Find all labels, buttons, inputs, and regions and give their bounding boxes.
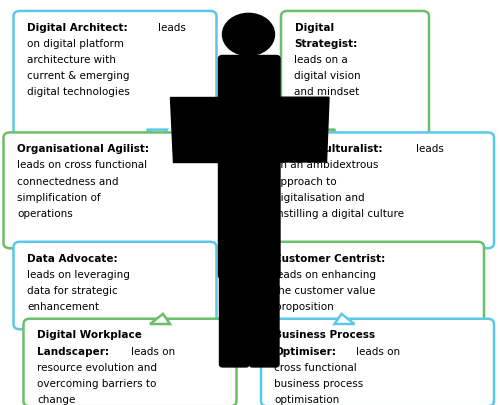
Polygon shape xyxy=(147,324,167,334)
FancyBboxPatch shape xyxy=(261,132,494,248)
Text: Digital: Digital xyxy=(294,23,334,33)
Text: approach to: approach to xyxy=(274,177,337,187)
Text: change: change xyxy=(37,395,76,405)
Text: digital vision: digital vision xyxy=(294,71,361,81)
Circle shape xyxy=(222,13,274,55)
Text: digital technologies: digital technologies xyxy=(27,87,130,98)
FancyBboxPatch shape xyxy=(24,319,236,405)
FancyBboxPatch shape xyxy=(218,55,280,279)
Text: proposition: proposition xyxy=(274,302,333,312)
Text: cross functional: cross functional xyxy=(274,363,357,373)
Text: Business Process: Business Process xyxy=(274,330,376,341)
Polygon shape xyxy=(316,130,336,140)
Polygon shape xyxy=(319,243,339,253)
Text: leads on: leads on xyxy=(356,347,400,357)
Text: data for strategic: data for strategic xyxy=(27,286,118,296)
Text: Strategist:: Strategist: xyxy=(294,39,358,49)
Text: resource evolution and: resource evolution and xyxy=(37,363,157,373)
Text: Digital Workplace: Digital Workplace xyxy=(37,330,142,341)
FancyBboxPatch shape xyxy=(4,132,222,248)
Text: simplification of: simplification of xyxy=(17,193,100,203)
Text: leads on a: leads on a xyxy=(294,55,348,65)
FancyBboxPatch shape xyxy=(261,242,484,329)
FancyBboxPatch shape xyxy=(14,242,216,329)
Text: Digital Architect:: Digital Architect: xyxy=(27,23,128,33)
FancyBboxPatch shape xyxy=(281,11,429,135)
Text: business process: business process xyxy=(274,379,364,389)
Polygon shape xyxy=(334,314,354,324)
Text: leads on enhancing: leads on enhancing xyxy=(274,270,376,280)
Polygon shape xyxy=(170,97,222,162)
Text: leads: leads xyxy=(416,144,444,154)
FancyBboxPatch shape xyxy=(220,273,249,367)
Text: overcoming barriers to: overcoming barriers to xyxy=(37,379,156,389)
Text: Landscaper:: Landscaper: xyxy=(37,347,109,357)
FancyBboxPatch shape xyxy=(261,319,494,405)
Polygon shape xyxy=(150,314,170,324)
Polygon shape xyxy=(147,130,167,140)
Text: the customer value: the customer value xyxy=(274,286,376,296)
Text: connectedness and: connectedness and xyxy=(17,177,118,187)
Text: Customer Centrist:: Customer Centrist: xyxy=(274,254,386,264)
Text: Optimiser:: Optimiser: xyxy=(274,347,336,357)
Text: leads on leveraging: leads on leveraging xyxy=(27,270,130,280)
Polygon shape xyxy=(276,97,329,162)
Text: on an ambidextrous: on an ambidextrous xyxy=(274,160,379,171)
Text: instilling a digital culture: instilling a digital culture xyxy=(274,209,404,219)
Text: leads: leads xyxy=(158,23,186,33)
Text: current & emerging: current & emerging xyxy=(27,71,130,81)
Text: enhancement: enhancement xyxy=(27,302,99,312)
Text: optimisation: optimisation xyxy=(274,395,340,405)
Text: Organisational Agilist:: Organisational Agilist: xyxy=(17,144,149,154)
FancyBboxPatch shape xyxy=(14,11,216,135)
Text: Data Advocate:: Data Advocate: xyxy=(27,254,118,264)
Text: on digital platform: on digital platform xyxy=(27,39,124,49)
Polygon shape xyxy=(148,243,168,253)
Text: Digital Culturalist:: Digital Culturalist: xyxy=(274,144,383,154)
Polygon shape xyxy=(316,324,336,334)
Text: digitalisation and: digitalisation and xyxy=(274,193,365,203)
Text: and mindset: and mindset xyxy=(294,87,360,98)
Text: leads on cross functional: leads on cross functional xyxy=(17,160,147,171)
Text: operations: operations xyxy=(17,209,73,219)
Text: architecture with: architecture with xyxy=(27,55,116,65)
FancyBboxPatch shape xyxy=(250,273,279,367)
Text: leads on: leads on xyxy=(132,347,176,357)
